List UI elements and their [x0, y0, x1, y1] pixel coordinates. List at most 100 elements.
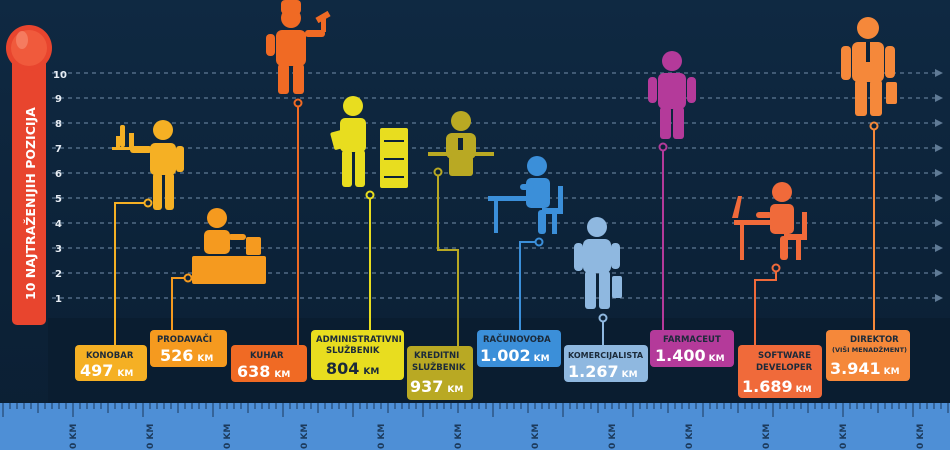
developer-icon	[732, 182, 807, 260]
label-administrativni: ADMINISTRATIVNI SLUŽBENIK 804 KM	[311, 330, 404, 380]
job-name-line2: SLUŽBENIK	[326, 344, 380, 356]
job-salary: 497	[80, 361, 113, 380]
connector-konobar	[114, 202, 148, 345]
scale-number: 5	[55, 194, 62, 205]
accountant-icon	[488, 156, 563, 234]
ruler-label: 0 KM	[839, 424, 849, 449]
job-salary: 1.689	[742, 377, 793, 396]
label-farmaceut: FARMACEUT 1.400 KM	[650, 330, 734, 367]
scale-arrowheads	[935, 69, 943, 302]
credit-officer-icon	[428, 111, 494, 176]
ruler-label: 0 KM	[146, 424, 156, 449]
ruler: 0 KM 0 KM 0 KM 0 KM 0 KM 0 KM 0 KM 0 KM 0 KM 0 KM…	[0, 403, 950, 450]
job-salary: 1.002	[480, 346, 531, 365]
job-unit: KM	[363, 367, 379, 377]
job-salary: 1.267	[568, 362, 619, 381]
job-name: FARMACEUT	[663, 335, 721, 345]
job-unit: KM	[117, 369, 133, 379]
job-salary: 937	[410, 377, 443, 396]
scale-number: 2	[55, 269, 62, 280]
title: 10 NAJTRAŽENIJIH POZICIJA	[23, 107, 38, 300]
job-salary: 638	[237, 362, 270, 381]
job-unit: KM	[622, 370, 638, 380]
clerk-icon	[330, 96, 408, 188]
connector-kreditni	[437, 172, 459, 346]
salesman-icon	[574, 217, 622, 309]
job-unit: KM	[274, 370, 290, 380]
job-salary: 804	[326, 359, 359, 378]
label-kreditni: KREDITNI SLUŽBENIK 937 KM	[407, 346, 473, 400]
job-name-line2: DEVELOPER	[756, 363, 813, 373]
job-name: KUHAR	[250, 351, 284, 361]
label-komercijalista: KOMERCIJALISTA 1.267 KM	[564, 345, 648, 382]
job-unit: KM	[796, 385, 812, 395]
waiter-icon	[112, 120, 184, 210]
thermometer: 10 NAJTRAŽENIJIH POZICIJA	[6, 25, 52, 325]
label-direktor: DIREKTOR (VIŠI MENADŽMENT) 3.941 KM	[826, 330, 910, 381]
label-prodavaci: PRODAVAČI 526 KM	[150, 330, 227, 367]
connector-prodavaci	[171, 277, 188, 330]
scale-number: 3	[55, 244, 62, 255]
job-unit: KM	[534, 354, 550, 364]
pharmacist-icon	[648, 51, 696, 139]
chef-icon	[266, 0, 331, 94]
ruler-label: 0 KM	[608, 424, 618, 449]
job-name-line1: KREDITNI	[414, 351, 459, 361]
scale-number: 6	[55, 169, 62, 180]
ruler-label: 0 KM	[531, 424, 541, 449]
job-name-line1: SOFTWARE	[758, 351, 811, 361]
ruler-label: 0 KM	[762, 424, 772, 449]
scale-lines	[52, 72, 935, 299]
connector-dots	[143, 98, 879, 323]
job-name-line2: (VIŠI MENADŽMENT)	[832, 345, 907, 354]
ruler-label: 0 KM	[69, 424, 79, 449]
job-unit: KM	[709, 354, 725, 364]
job-unit: KM	[884, 367, 900, 377]
job-salary: 1.400	[655, 346, 706, 365]
job-name: KOMERCIJALISTA	[568, 351, 644, 360]
job-unit: KM	[197, 354, 213, 364]
cashier-icon	[192, 208, 266, 284]
job-name-line1: ADMINISTRATIVNI	[316, 335, 402, 345]
job-name: RAČUNOVOĐA	[483, 333, 551, 345]
scale-numbers: 1 2 3 4 5 6 7 8 9 10	[53, 70, 67, 305]
director-icon	[841, 17, 897, 116]
ruler-label: 0 KM	[377, 424, 387, 449]
ruler-label: 0 KM	[223, 424, 233, 449]
job-salary: 3.941	[830, 359, 881, 378]
job-salary: 526	[160, 346, 193, 365]
label-racunovodja: RAČUNOVOĐA 1.002 KM	[477, 330, 561, 367]
label-konobar: KONOBAR 497 KM	[75, 345, 147, 381]
ruler-label: 0 KM	[916, 424, 926, 449]
connector-racunovodja	[519, 241, 539, 330]
scale-number: 10	[53, 70, 67, 81]
connector-software	[754, 268, 777, 345]
scale-number: 8	[55, 119, 62, 130]
ruler-label: 0 KM	[300, 424, 310, 449]
job-name-line2: SLUŽBENIK	[412, 361, 466, 373]
scale-number: 9	[55, 94, 62, 105]
job-name-line1: DIREKTOR	[850, 335, 899, 345]
ruler-label: 0 KM	[454, 424, 464, 449]
job-name: KONOBAR	[86, 351, 134, 361]
job-unit: KM	[447, 385, 463, 395]
scale-number: 4	[55, 219, 62, 230]
scale-number: 1	[55, 294, 62, 305]
ruler-label: 0 KM	[685, 424, 695, 449]
job-name: PRODAVAČI	[157, 333, 212, 345]
label-kuhar: KUHAR 638 KM	[231, 345, 307, 382]
scale-number: 7	[55, 144, 62, 155]
label-software: SOFTWARE DEVELOPER 1.689 KM	[738, 345, 822, 398]
